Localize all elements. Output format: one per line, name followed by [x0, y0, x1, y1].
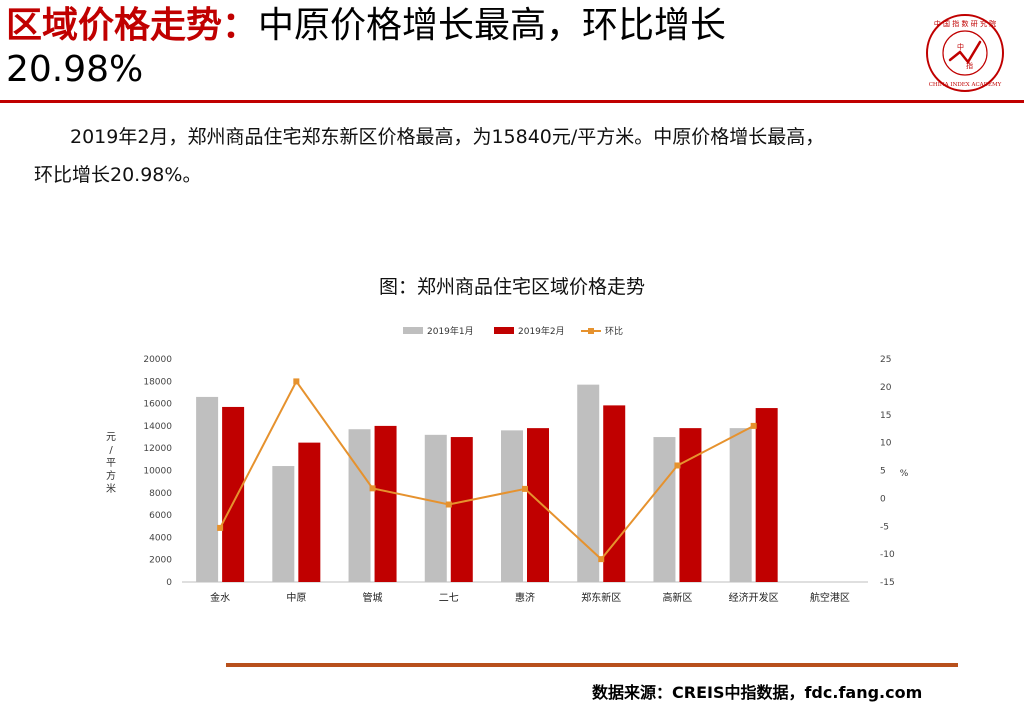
bar-jan	[729, 428, 752, 582]
x-tick-label: 二七	[439, 592, 459, 604]
title-divider	[0, 100, 1024, 103]
legend-label-mom: 环比	[605, 325, 623, 337]
x-tick-label: 惠济	[515, 591, 535, 604]
svg-text:中: 中	[957, 42, 964, 51]
y-tick-label: 2000	[149, 556, 172, 566]
y2-tick-label: 0	[880, 494, 886, 504]
mom-change-line	[219, 379, 755, 561]
legend-swatch-feb	[494, 327, 514, 334]
bar-feb	[755, 408, 778, 582]
mom-change-point	[445, 501, 452, 508]
mom-change-point	[217, 524, 224, 531]
y2-axis-label: %	[900, 469, 909, 479]
bar-feb	[450, 437, 473, 582]
mom-change-point	[598, 556, 605, 563]
mom-change-point	[293, 378, 300, 385]
y2-tick-label: 10	[880, 439, 892, 449]
svg-text:CHINA INDEX ACADEMY: CHINA INDEX ACADEMY	[929, 82, 1002, 88]
footer-divider	[226, 663, 958, 667]
legend-label-jan: 2019年1月	[427, 325, 474, 337]
legend-swatch-mom-marker	[588, 328, 594, 334]
svg-text:指: 指	[966, 61, 973, 70]
y2-tick-label: -10	[880, 550, 895, 560]
mom-change-point	[522, 485, 528, 492]
bar-jan	[501, 430, 523, 582]
slide-title: 区域价格走势：中原价格增长最高，环比增长 20.98%	[6, 4, 906, 92]
x-tick-label: 管城	[363, 591, 383, 604]
mom-change-point	[674, 462, 681, 469]
y-tick-label: 14000	[143, 422, 172, 432]
bar-feb	[298, 442, 321, 582]
title-main: 中原价格增长最高，环比增长	[258, 5, 727, 46]
y-axis-label-char: 元	[106, 432, 116, 443]
y-tick-label: 20000	[143, 355, 172, 365]
x-tick-label: 中原	[286, 591, 306, 604]
data-source: 数据来源：CREIS中指数据，fdc.fang.com	[592, 683, 923, 702]
x-tick-label: 金水	[210, 591, 230, 604]
summary-line-1: 2019年2月，郑州商品住宅郑东新区价格最高，为15840元/平方米。中原价格增…	[70, 126, 825, 148]
x-tick-label: 郑东新区	[581, 591, 621, 604]
summary-paragraph: 2019年2月，郑州商品住宅郑东新区价格最高，为15840元/平方米。中原价格增…	[34, 118, 1004, 194]
y-axis-label-char: /	[109, 445, 113, 456]
legend-swatch-jan	[403, 327, 423, 334]
bar-jan	[196, 396, 219, 582]
y-tick-label: 10000	[143, 467, 172, 477]
y-tick-label: 12000	[143, 444, 172, 454]
bar-feb	[603, 405, 626, 582]
y2-tick-label: 15	[880, 411, 891, 421]
y-axis-label-char: 平	[106, 458, 116, 469]
y-tick-label: 0	[166, 578, 172, 588]
svg-text:中 国 指 数 研 究 院: 中 国 指 数 研 究 院	[934, 19, 996, 28]
y-tick-label: 18000	[143, 377, 172, 387]
x-tick-label: 高新区	[662, 591, 692, 604]
bar-feb	[374, 425, 397, 582]
chart-caption: 图：郑州商品住宅区域价格走势	[378, 276, 645, 298]
bar-feb	[222, 406, 245, 582]
y-axis-label-char: 米	[106, 482, 116, 495]
y2-tick-label: -15	[880, 578, 895, 588]
y-tick-label: 6000	[149, 511, 172, 521]
bar-jan	[348, 429, 371, 582]
mom-change-point	[750, 422, 757, 429]
bar-jan	[577, 384, 600, 582]
y2-tick-label: 5	[880, 467, 886, 477]
bar-jan	[653, 437, 676, 582]
y2-tick-label: -5	[880, 522, 889, 532]
title-percentage: 20.98%	[6, 49, 144, 90]
bar-feb	[527, 428, 549, 582]
china-index-academy-logo-icon: 中 国 指 数 研 究 院 CHINA INDEX ACADEMY 中 指	[926, 14, 1004, 92]
x-tick-label: 经济开发区	[729, 591, 779, 604]
mom-change-point	[369, 485, 376, 492]
title-highlight: 区域价格走势：	[6, 5, 259, 46]
bar-jan	[272, 466, 295, 582]
y-tick-label: 4000	[149, 533, 172, 543]
y2-tick-label: 25	[880, 355, 891, 365]
y-tick-label: 16000	[143, 400, 172, 410]
y-tick-label: 8000	[149, 489, 172, 499]
x-tick-label: 航空港区	[810, 591, 850, 604]
summary-line-2: 环比增长20.98%。	[34, 164, 202, 186]
y-axis-label-char: 方	[106, 469, 116, 482]
legend-label-feb: 2019年2月	[518, 325, 565, 337]
bar-feb	[679, 428, 702, 582]
y2-tick-label: 20	[880, 383, 892, 393]
bar-jan	[424, 434, 447, 582]
